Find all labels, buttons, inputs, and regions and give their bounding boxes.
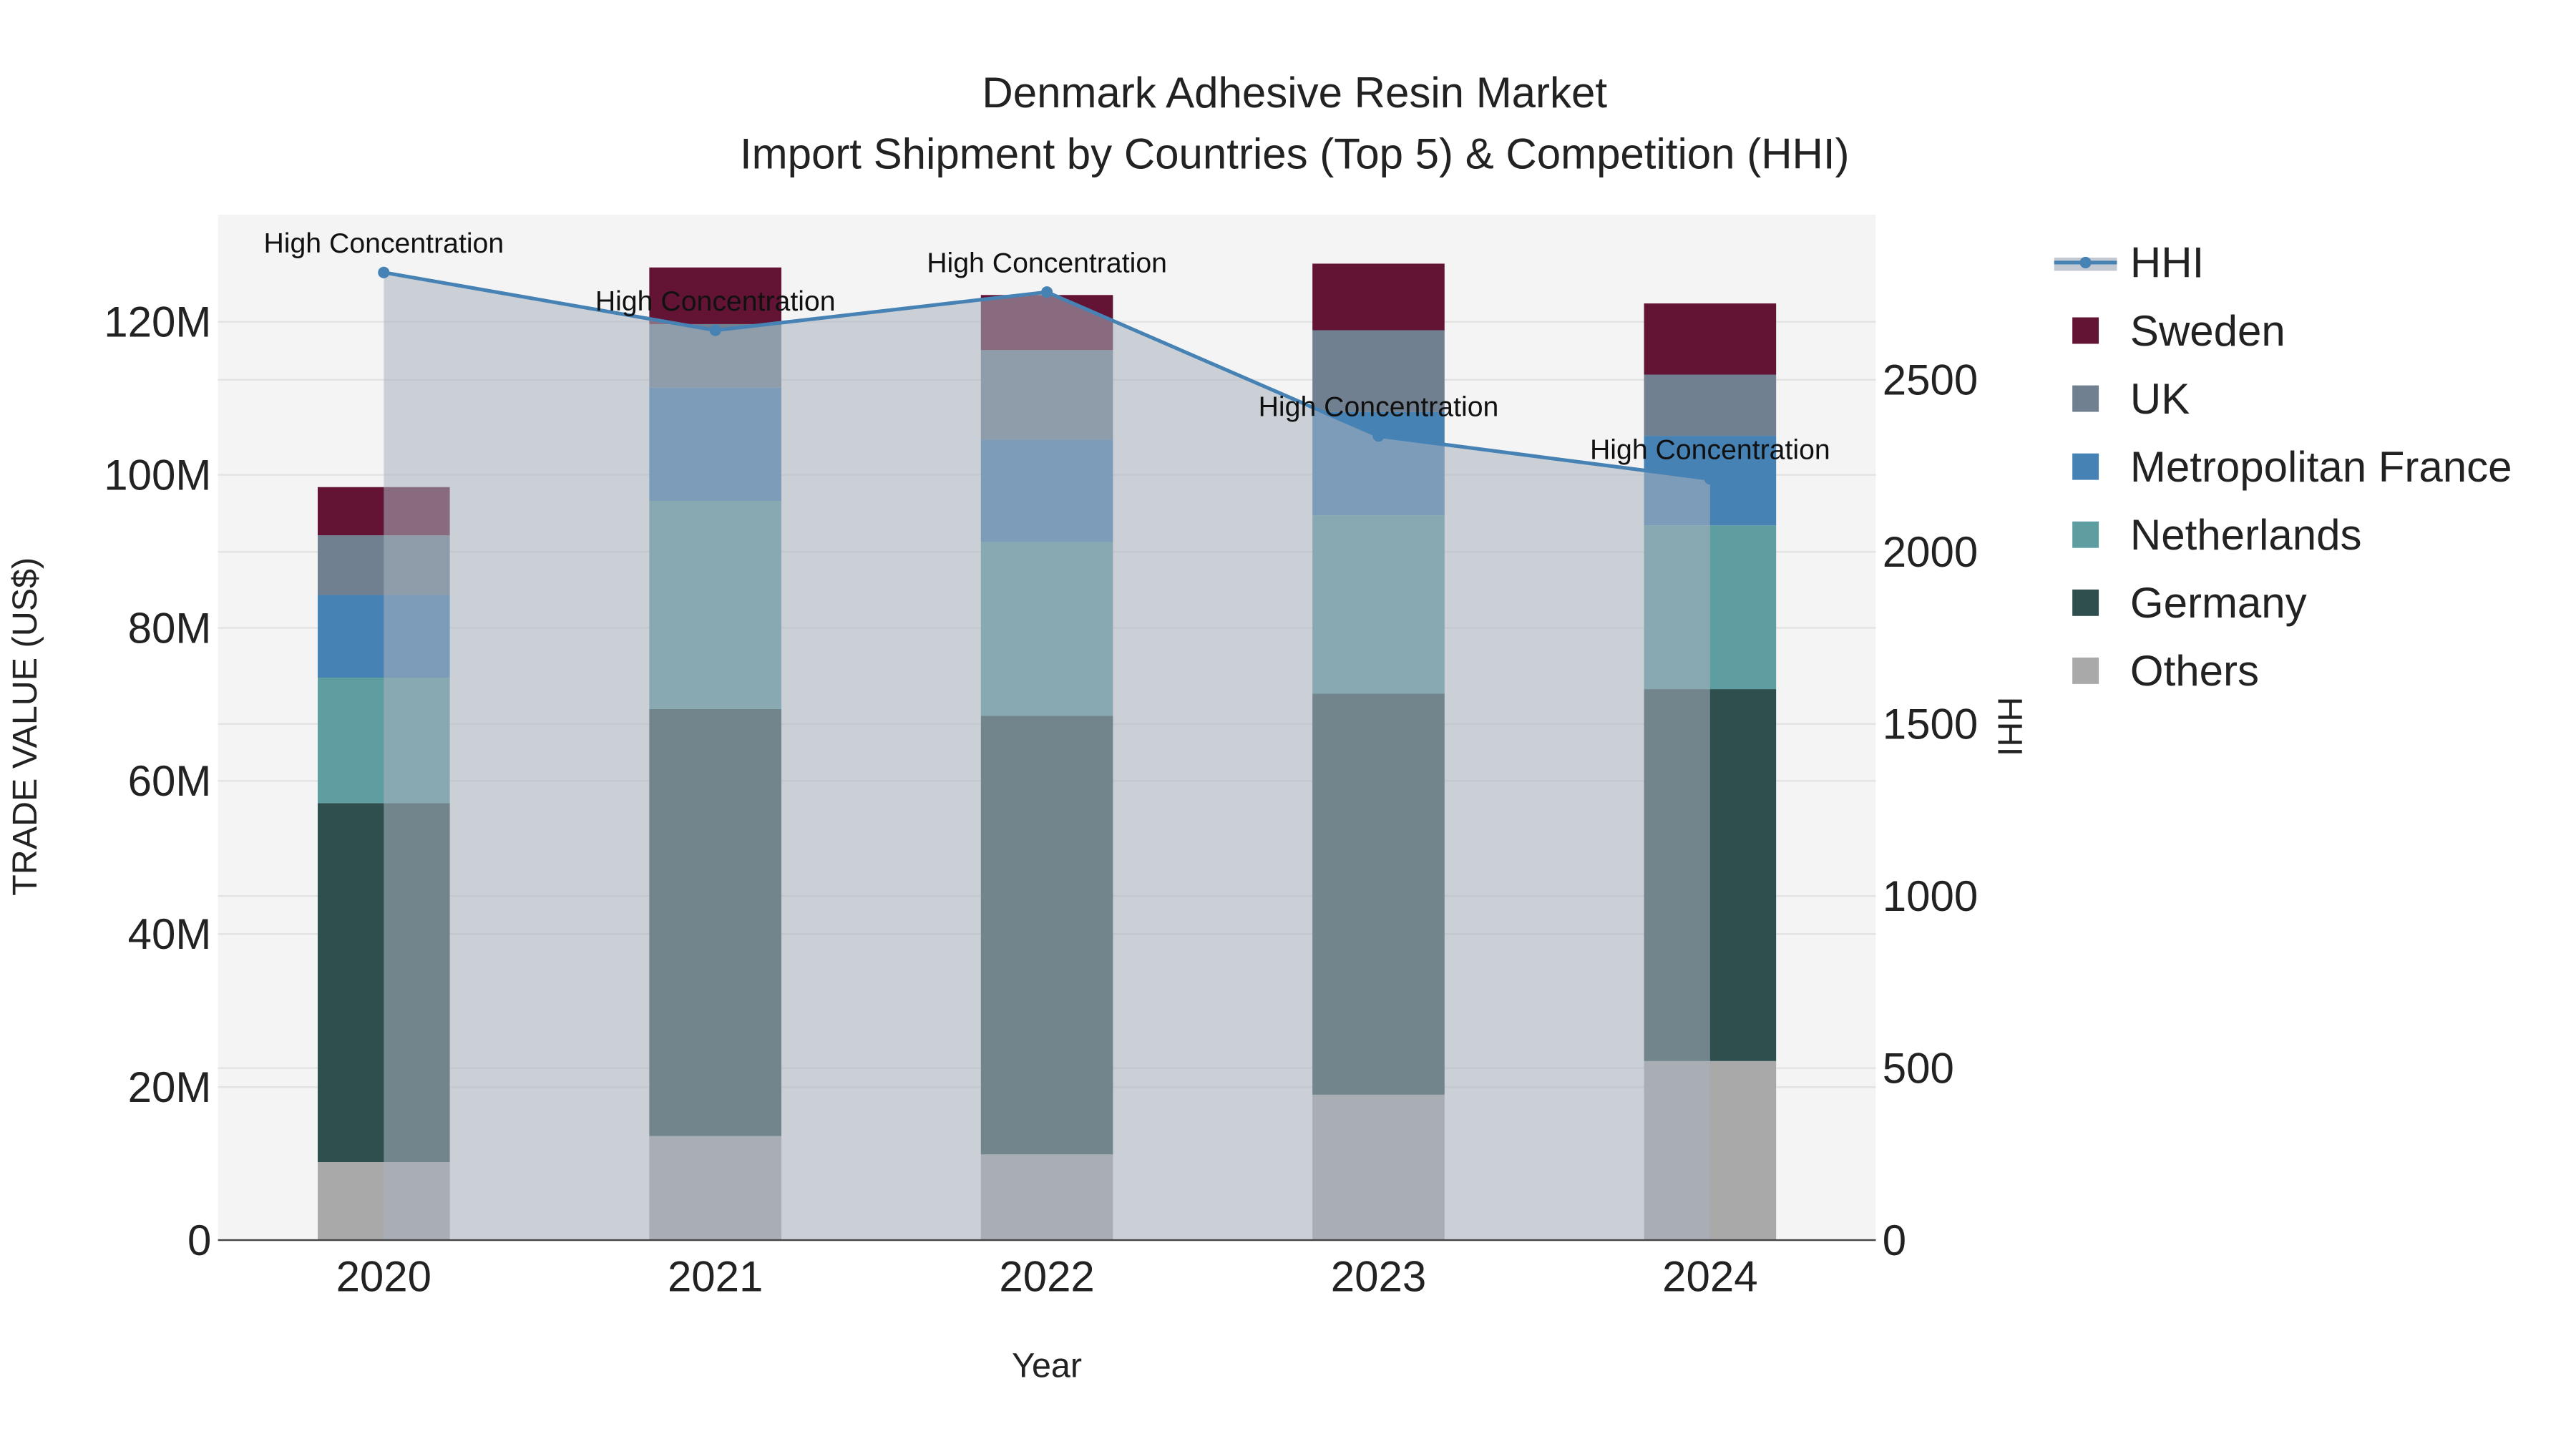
y2-tick-label: 500 xyxy=(1883,1044,1954,1092)
chart-subtitle: Import Shipment by Countries (Top 5) & C… xyxy=(740,130,1850,177)
hhi-annotation: High Concentration xyxy=(927,248,1167,279)
legend-label: Others xyxy=(2130,647,2259,695)
y2-axis-ticks: 0 500 1000 1500 2000 2500 xyxy=(1883,356,1978,1264)
hhi-annotation: High Concentration xyxy=(595,286,836,317)
y-tick-label: 0 xyxy=(187,1216,211,1264)
y2-tick-label: 2000 xyxy=(1883,528,1978,576)
legend-label: Metropolitan France xyxy=(2130,443,2512,491)
hhi-annotation: High Concentration xyxy=(263,228,504,259)
bar-sweden xyxy=(649,267,781,324)
bar-sweden xyxy=(1644,303,1777,375)
x-tick-label: 2022 xyxy=(999,1253,1094,1301)
legend: HHI Sweden UK Metropolitan France Netherland… xyxy=(2054,239,2512,695)
hhi-line: High Concentration High Concentration High… xyxy=(263,228,1830,485)
legend-swatch-hhi-marker xyxy=(2079,256,2092,268)
x-tick-label: 2023 xyxy=(1331,1253,1426,1301)
legend-swatch xyxy=(2072,657,2099,684)
x-tick-label: 2020 xyxy=(336,1253,431,1301)
hhi-point xyxy=(1704,473,1716,485)
y2-tick-label: 1000 xyxy=(1883,872,1978,920)
legend-swatch xyxy=(2072,589,2099,616)
legend-label: UK xyxy=(2130,375,2190,423)
legend-label: Netherlands xyxy=(2130,511,2362,559)
y2-tick-label: 1500 xyxy=(1883,700,1978,748)
y-tick-label: 60M xyxy=(128,757,212,805)
y2-tick-label: 2500 xyxy=(1883,356,1978,404)
y2-axis-label: HHI xyxy=(1990,697,2029,756)
hhi-area xyxy=(384,272,1710,1241)
bar-sweden xyxy=(1312,263,1445,331)
y-tick-label: 80M xyxy=(128,604,212,652)
y-tick-label: 120M xyxy=(104,298,211,346)
hhi-point xyxy=(378,266,390,278)
y-tick-label: 100M xyxy=(104,451,211,499)
legend-swatch xyxy=(2072,385,2099,412)
hhi-area-fill xyxy=(384,272,1710,1241)
y2-tick-label: 0 xyxy=(1883,1216,1906,1264)
y-axis-ticks: 0 20M 40M 60M 80M 100M 120M xyxy=(104,298,211,1264)
legend-label: Germany xyxy=(2130,579,2307,627)
x-tick-label: 2024 xyxy=(1662,1253,1757,1301)
hhi-point xyxy=(1372,430,1385,442)
bar-uk xyxy=(1312,330,1445,412)
y-tick-label: 20M xyxy=(128,1063,212,1111)
legend-label: HHI xyxy=(2130,239,2204,287)
legend-swatch xyxy=(2072,317,2099,344)
x-axis-label: Year xyxy=(1012,1347,1082,1385)
y-tick-label: 40M xyxy=(128,910,212,958)
x-axis-ticks: 2020 2021 2022 2023 2024 xyxy=(336,1253,1758,1301)
hhi-annotation: High Concentration xyxy=(1259,391,1499,423)
bar-uk xyxy=(1644,374,1777,436)
hhi-annotation: High Concentration xyxy=(1590,434,1830,466)
hhi-point xyxy=(1041,286,1053,298)
y-axis-label: TRADE VALUE (US$) xyxy=(6,557,44,896)
legend-label: Sweden xyxy=(2130,307,2285,355)
x-tick-label: 2021 xyxy=(668,1253,763,1301)
hhi-point xyxy=(709,324,721,336)
chart-title: Denmark Adhesive Resin Market xyxy=(982,69,1607,117)
legend-swatch xyxy=(2072,521,2099,548)
legend-swatch xyxy=(2072,453,2099,480)
